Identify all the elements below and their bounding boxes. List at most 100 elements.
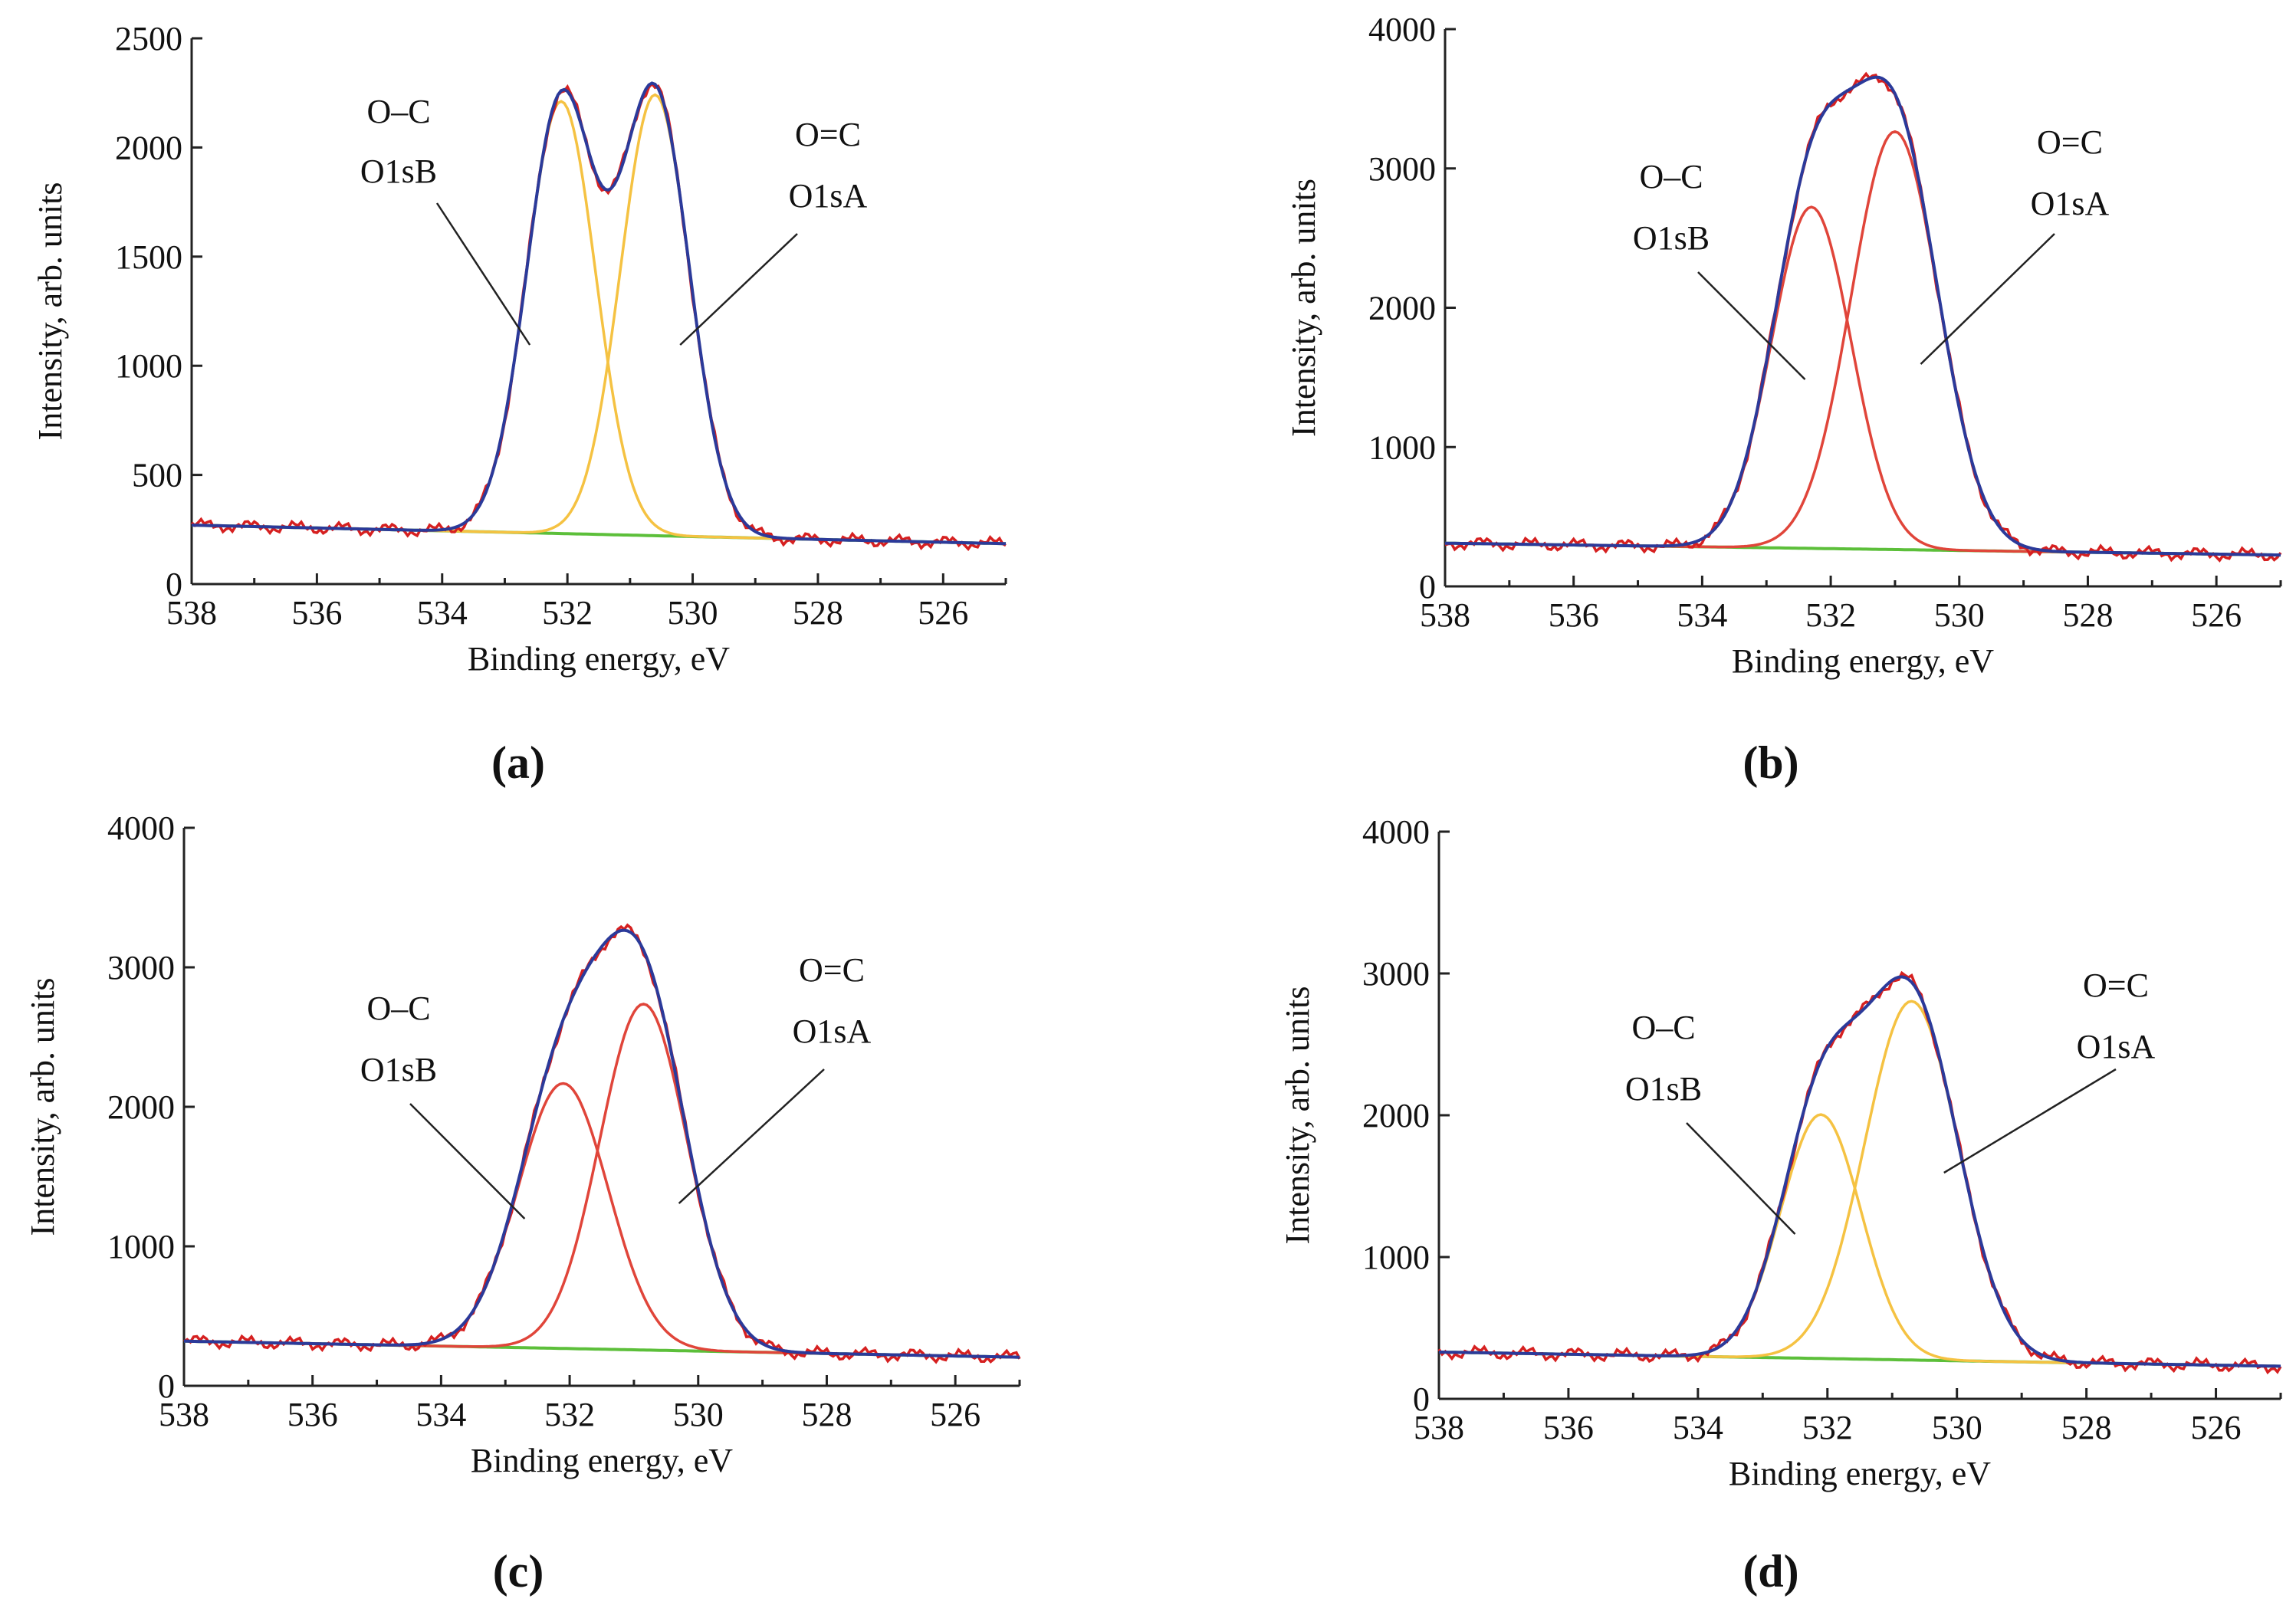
annotation-leader-line (679, 233, 798, 346)
annotation-peak-label: O1sA (793, 1013, 872, 1050)
annotation-peak-label: O1sB (360, 1051, 437, 1088)
raw-spectrum-line (1444, 71, 2282, 563)
panel-a: 0 500 1000 1500 2000 2500 538 536 534 532 530 528 52… (31, 20, 1007, 788)
annotation-bond-label: O=C (795, 116, 861, 153)
x-tick-label: 526 (2191, 596, 2242, 634)
y-tick-label: 4000 (1368, 11, 1436, 48)
annotation-bond-label: O–C (1639, 158, 1703, 195)
y-tick-label: 2000 (1362, 1097, 1430, 1134)
fit-envelope-line (1445, 75, 2281, 557)
y-tick-label: 2500 (115, 20, 182, 57)
annotation-bond-label: O–C (366, 990, 430, 1027)
y-tick-label: 1500 (115, 238, 182, 276)
x-tick-label: 536 (1543, 1409, 1594, 1446)
x-tick-label: 528 (793, 594, 843, 632)
panel-c: 0 1000 2000 3000 4000 538 536 534 532 530 528 526 Bi… (24, 809, 1021, 1597)
annotation-bond-label: O=C (2037, 123, 2103, 161)
fit-envelope-line (191, 81, 1007, 546)
annotation-peak-label: O1sA (2077, 1028, 2156, 1065)
panel-b: 0 1000 2000 3000 4000 538 536 534 532 530 528 526 Bi… (1285, 11, 2282, 788)
x-tick-label: 526 (918, 594, 968, 632)
annotation-peak-label: O1sB (1633, 219, 1710, 257)
panel-caption: (b) (1743, 737, 1798, 788)
y-tick-label: 1000 (1362, 1239, 1430, 1276)
x-tick-label: 534 (1677, 596, 1727, 634)
x-axis-title: Binding energy, eV (1732, 642, 1994, 680)
x-tick-label: 532 (544, 1396, 595, 1433)
y-axis-title: Intensity, arb. units (1285, 179, 1322, 437)
y-tick-label: 0 (166, 566, 182, 603)
y-axis-title: Intensity, arb. units (24, 978, 61, 1236)
annotation-leader-line (1920, 233, 2055, 365)
x-tick-label: 536 (291, 594, 342, 632)
x-tick-label: 534 (1673, 1409, 1723, 1446)
x-tick-label: 530 (1932, 1409, 1982, 1446)
x-tick-label: 530 (1934, 596, 1985, 634)
x-tick-label: 530 (668, 594, 718, 632)
raw-spectrum-line (183, 923, 1021, 1364)
x-tick-label: 538 (1414, 1409, 1464, 1446)
x-axis-title: Binding energy, eV (471, 1442, 733, 1479)
panel-caption: (d) (1743, 1546, 1798, 1597)
component-o1sa-curve (1445, 130, 2281, 556)
x-tick-label: 528 (801, 1396, 852, 1433)
component-o1sa-curve (191, 93, 1007, 546)
y-tick-label: 0 (1419, 568, 1436, 606)
x-tick-label: 534 (416, 1396, 466, 1433)
x-tick-label: 534 (417, 594, 468, 632)
raw-spectrum-line (190, 81, 1007, 551)
annotation-peak-label: O1sA (2031, 185, 2110, 222)
x-tick-label: 538 (159, 1396, 209, 1433)
y-tick-label: 3000 (1368, 150, 1436, 188)
x-axis-title: Binding energy, eV (468, 640, 730, 678)
y-tick-label: 1000 (107, 1228, 175, 1265)
y-axis-title: Intensity, arb. units (31, 182, 69, 441)
x-tick-label: 528 (2061, 1409, 2112, 1446)
annotation-bond-label: O–C (1631, 1009, 1695, 1046)
y-tick-label: 3000 (107, 949, 175, 986)
panel-caption: (a) (491, 737, 545, 788)
annotation-leader-line (435, 202, 531, 346)
y-tick-label: 4000 (107, 809, 175, 847)
x-tick-label: 538 (166, 594, 217, 632)
y-tick-label: 3000 (1362, 955, 1430, 993)
annotation-bond-label: O–C (366, 93, 430, 130)
y-tick-label: 500 (132, 457, 182, 494)
y-tick-label: 1000 (115, 347, 182, 385)
annotation-leader-line (1697, 271, 1806, 380)
component-o1sb-curve (191, 100, 1007, 546)
fit-envelope-line (184, 928, 1020, 1359)
y-tick-label: 1000 (1368, 428, 1436, 466)
panel-caption: (c) (493, 1546, 544, 1597)
x-axis-title: Binding energy, eV (1729, 1455, 1991, 1492)
x-tick-label: 532 (1802, 1409, 1853, 1446)
x-tick-label: 536 (1549, 596, 1599, 634)
y-tick-label: 2000 (1368, 290, 1436, 327)
annotation-peak-label: O1sA (789, 177, 868, 215)
annotation-leader-line (1943, 1068, 2117, 1174)
panel-d: 0 1000 2000 3000 4000 538 536 534 532 530 528 526 Bi… (1279, 813, 2282, 1597)
y-tick-label: 4000 (1362, 813, 1430, 851)
y-tick-label: 2000 (107, 1088, 175, 1126)
annotation-peak-label: O1sB (1625, 1070, 1702, 1108)
annotation-bond-label: O=C (2083, 967, 2149, 1004)
x-tick-label: 538 (1420, 596, 1470, 634)
annotation-leader-line (678, 1068, 825, 1204)
x-tick-label: 532 (542, 594, 593, 632)
annotation-leader-line (1686, 1122, 1796, 1235)
component-o1sb-curve (1439, 1113, 2281, 1368)
annotation-leader-line (409, 1103, 526, 1219)
x-tick-label: 532 (1805, 596, 1856, 634)
y-tick-label: 2000 (115, 129, 182, 166)
x-tick-label: 526 (2191, 1409, 2242, 1446)
fit-envelope-line (1439, 975, 2281, 1368)
y-tick-label: 0 (1413, 1380, 1430, 1418)
annotation-bond-label: O=C (799, 951, 865, 989)
y-tick-label: 0 (158, 1367, 175, 1405)
annotation-peak-label: O1sB (360, 153, 437, 190)
component-o1sa-curve (184, 1003, 1020, 1359)
component-o1sb-curve (1445, 205, 2281, 556)
x-tick-label: 536 (287, 1396, 338, 1433)
y-axis-title: Intensity, arb. units (1279, 986, 1316, 1245)
